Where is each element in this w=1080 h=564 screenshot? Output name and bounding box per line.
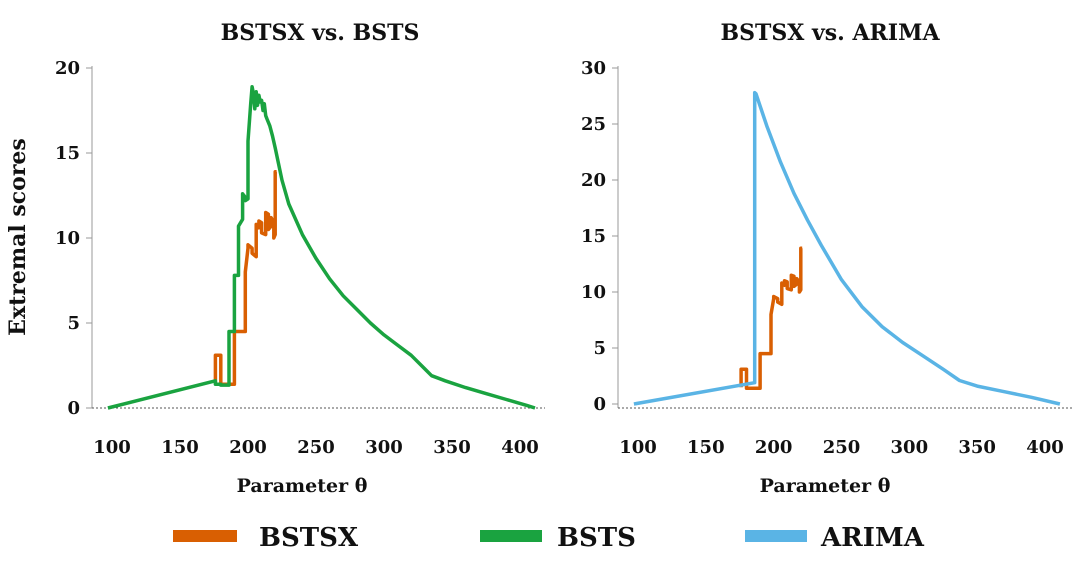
legend-label-bstsx: BSTSX [259, 523, 359, 553]
y-axis-label: Extremal scores [5, 138, 31, 336]
y-tick-label: 5 [593, 338, 606, 359]
series-line-bsts [107, 84, 536, 410]
series-line-arima [633, 90, 1061, 406]
chart-title: BSTSX vs. ARIMA [720, 20, 940, 46]
x-tick-label: 350 [433, 437, 471, 458]
y-tick-label: 30 [581, 58, 606, 79]
chart-panel-bsts: BSTSX vs. BSTS 0 5 10 15 20 100 150 200 250 300 3… [5, 20, 545, 497]
series-lines [107, 84, 536, 410]
x-axis-label: Parameter θ [760, 475, 891, 497]
legend-label-bsts: BSTS [557, 523, 636, 553]
x-tick-label: 100 [619, 437, 657, 458]
legend-label-arima: ARIMA [820, 523, 925, 553]
x-tick-label: 150 [161, 437, 199, 458]
y-ticks: 0 5 10 15 20 25 30 [581, 58, 618, 415]
series-line-bstsx [213, 169, 277, 386]
y-tick-label: 5 [67, 313, 80, 334]
x-ticks: 100 150 200 250 300 350 400 [93, 437, 539, 458]
x-tick-label: 250 [823, 437, 861, 458]
x-tick-label: 200 [755, 437, 793, 458]
y-tick-label: 15 [55, 143, 80, 164]
series-lines [633, 90, 1061, 406]
x-tick-label: 300 [891, 437, 929, 458]
x-axis-label: Parameter θ [237, 475, 368, 497]
series-line-bstsx [739, 246, 803, 391]
x-tick-label: 400 [1026, 437, 1064, 458]
x-tick-label: 400 [501, 437, 539, 458]
x-tick-label: 100 [93, 437, 131, 458]
y-ticks: 0 5 10 15 20 [55, 58, 92, 419]
y-tick-label: 20 [581, 170, 606, 191]
legend-item-arima: ARIMA [745, 523, 925, 553]
y-tick-label: 0 [67, 398, 80, 419]
chart-title: BSTSX vs. BSTS [221, 20, 420, 46]
x-tick-label: 200 [229, 437, 267, 458]
y-tick-label: 10 [55, 228, 80, 249]
x-tick-label: 150 [687, 437, 725, 458]
y-tick-label: 25 [581, 114, 606, 135]
y-tick-label: 0 [593, 394, 606, 415]
y-tick-label: 10 [581, 282, 606, 303]
legend: BSTSX BSTS ARIMA [173, 523, 925, 553]
legend-item-bstsx: BSTSX [173, 523, 359, 553]
y-tick-label: 15 [581, 226, 606, 247]
legend-item-bsts: BSTS [480, 523, 636, 553]
chart-panel-arima: BSTSX vs. ARIMA 0 5 10 15 20 25 30 100 150 200 25… [581, 20, 1072, 497]
x-ticks: 100 150 200 250 300 350 400 [619, 437, 1064, 458]
x-tick-label: 350 [958, 437, 996, 458]
x-tick-label: 300 [365, 437, 403, 458]
y-tick-label: 20 [55, 58, 80, 79]
x-tick-label: 250 [297, 437, 335, 458]
